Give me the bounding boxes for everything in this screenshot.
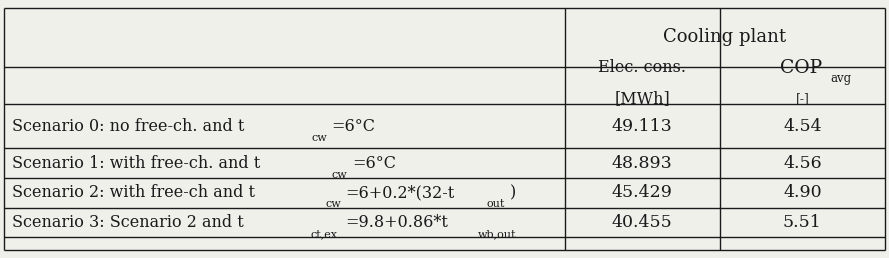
Text: 49.113: 49.113 [612, 118, 673, 135]
Text: 4.54: 4.54 [783, 118, 821, 135]
Text: Scenario 2: with free-ch and t: Scenario 2: with free-ch and t [12, 184, 254, 201]
Text: cw: cw [332, 170, 348, 180]
Text: ): ) [510, 184, 517, 201]
Text: 5.51: 5.51 [783, 214, 821, 231]
Text: [MWh]: [MWh] [614, 90, 670, 107]
Text: avg: avg [831, 71, 852, 85]
Text: wb,out: wb,out [478, 229, 517, 239]
Text: Scenario 3: Scenario 2 and t: Scenario 3: Scenario 2 and t [12, 214, 244, 231]
Text: cw: cw [325, 199, 340, 209]
Text: Scenario 1: with free-ch. and t: Scenario 1: with free-ch. and t [12, 155, 260, 172]
Text: cw: cw [311, 133, 327, 143]
Text: Elec. cons.: Elec. cons. [598, 59, 686, 76]
Text: =6°C: =6°C [332, 118, 376, 135]
Text: 48.893: 48.893 [612, 155, 673, 172]
Text: 40.455: 40.455 [612, 214, 673, 231]
Text: ct,ex: ct,ex [310, 229, 338, 239]
Text: out: out [486, 199, 505, 209]
Text: 4.56: 4.56 [783, 155, 821, 172]
Text: [-]: [-] [796, 92, 809, 105]
Text: =6+0.2*(32-t: =6+0.2*(32-t [346, 184, 454, 201]
Text: 45.429: 45.429 [612, 184, 673, 201]
Text: 4.90: 4.90 [783, 184, 821, 201]
Text: =6°C: =6°C [352, 155, 396, 172]
Text: Cooling plant: Cooling plant [663, 28, 786, 46]
Text: Scenario 0: no free-ch. and t: Scenario 0: no free-ch. and t [12, 118, 244, 135]
Text: COP: COP [781, 59, 822, 77]
Text: =9.8+0.86*t: =9.8+0.86*t [346, 214, 448, 231]
